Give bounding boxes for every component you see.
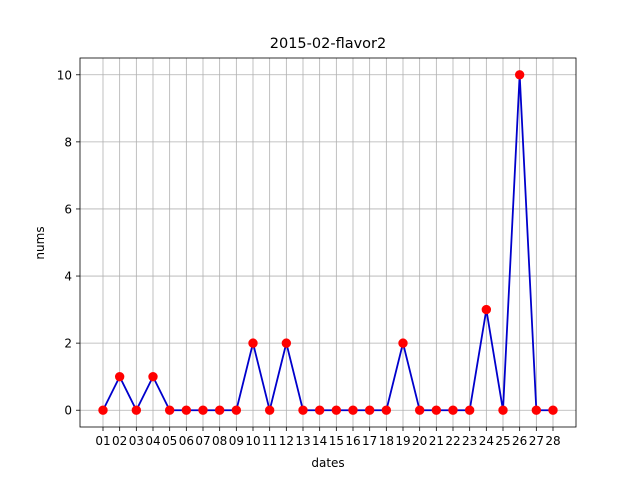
- data-point: [264, 405, 275, 415]
- x-tick-label: 25: [495, 434, 510, 448]
- data-point: [514, 70, 525, 80]
- data-point: [114, 371, 125, 382]
- y-tick-label: 10: [57, 68, 72, 82]
- x-tick-label: 17: [362, 434, 377, 448]
- chart-title: 2015-02-flavor2: [270, 36, 386, 52]
- ticks: 01 02 03 04 05 06 07 08 09 10 11 12 13 14 15 16 17 18 19 20…: [57, 68, 561, 448]
- x-tick-label: 13: [295, 434, 310, 448]
- x-tick-label: 02: [112, 434, 127, 448]
- data-point: [181, 405, 192, 415]
- data-point: [148, 371, 158, 382]
- y-axis-label: nums: [33, 226, 47, 259]
- x-tick-label: 05: [162, 434, 177, 448]
- x-tick-label: 22: [445, 434, 460, 448]
- x-tick-label: 28: [545, 434, 560, 448]
- y-tick-label: 0: [64, 404, 72, 418]
- data-point: [548, 405, 558, 415]
- data-point: [448, 405, 458, 415]
- data-point: [231, 405, 242, 415]
- axes: [79, 57, 577, 428]
- data-point: [381, 405, 392, 415]
- x-tick-label: 16: [345, 434, 360, 448]
- data-point: [98, 405, 108, 415]
- x-tick-label: 18: [379, 434, 394, 448]
- data-point: [414, 405, 425, 415]
- x-tick-label: 04: [145, 434, 160, 448]
- data-point: [164, 405, 175, 415]
- data-point: [281, 338, 292, 348]
- plot-frame: [79, 57, 577, 428]
- series-line: [102, 73, 553, 412]
- x-tick-label: 15: [329, 434, 344, 448]
- x-tick-label: 11: [262, 434, 277, 448]
- series: [98, 70, 558, 415]
- x-tick-label: 03: [129, 434, 144, 448]
- x-tick-label: 07: [195, 434, 210, 448]
- x-tick-label: 23: [462, 434, 477, 448]
- x-tick-label: 20: [412, 434, 427, 448]
- data-point: [348, 405, 358, 415]
- x-tick-label: 24: [479, 434, 494, 448]
- x-tick-label: 08: [212, 434, 227, 448]
- y-tick-label: 6: [64, 202, 72, 216]
- x-tick-label: 21: [429, 434, 444, 448]
- data-point: [248, 338, 258, 348]
- x-tick-label: 10: [245, 434, 260, 448]
- y-tick-label: 4: [64, 270, 72, 284]
- data-point: [498, 405, 508, 415]
- y-tick-label: 2: [64, 337, 72, 351]
- x-tick-label: 12: [279, 434, 294, 448]
- data-point: [331, 405, 342, 415]
- x-tick-label: 26: [512, 434, 527, 448]
- x-tick-label: 14: [312, 434, 327, 448]
- data-point: [214, 405, 225, 415]
- x-tick-label: 27: [529, 434, 544, 448]
- data-point: [464, 405, 475, 415]
- data-point: [481, 304, 492, 315]
- data-point: [531, 405, 542, 415]
- data-point: [198, 405, 208, 415]
- data-point: [298, 405, 308, 415]
- grid: [80, 58, 576, 427]
- data-point: [364, 405, 375, 415]
- x-axis-label: dates: [311, 456, 344, 470]
- data-point: [314, 405, 325, 415]
- x-tick-label: 01: [95, 434, 110, 448]
- x-tick-label: 19: [395, 434, 410, 448]
- data-point: [398, 338, 408, 348]
- data-point: [431, 405, 442, 415]
- y-tick-label: 8: [64, 135, 72, 149]
- x-tick-label: 09: [229, 434, 244, 448]
- x-tick-label: 06: [179, 434, 194, 448]
- data-point: [131, 405, 142, 415]
